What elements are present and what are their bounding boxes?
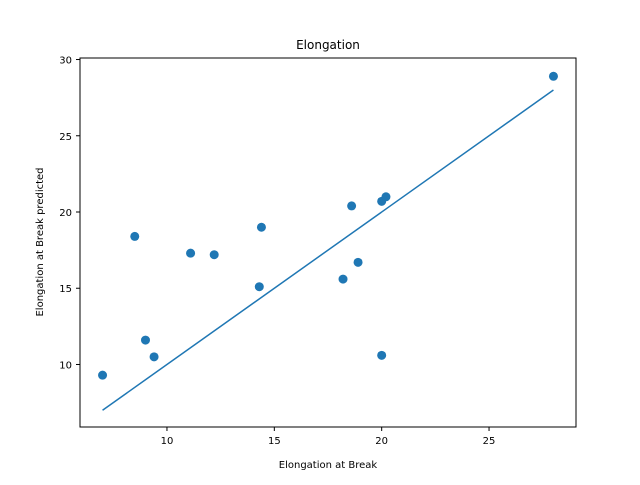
y-tick-label-20: 20 [59, 208, 72, 219]
data-point-8 [256, 222, 266, 232]
x-tick-label-25: 25 [483, 436, 496, 447]
data-point-11 [353, 257, 363, 267]
data-point-1 [98, 370, 108, 380]
chart-title: Elongation [296, 38, 360, 52]
data-point-9 [338, 274, 348, 284]
axis-ticks: 10 15 20 25 10 15 20 25 30 [59, 56, 495, 447]
x-tick-label-15: 15 [268, 436, 281, 447]
data-point-7 [254, 282, 264, 292]
y-tick-label-10: 10 [59, 360, 72, 371]
data-point-6 [209, 250, 219, 260]
data-point-12 [377, 350, 387, 360]
x-tick-label-20: 20 [375, 436, 388, 447]
data-point-14 [381, 192, 391, 202]
axes-frame [79, 57, 577, 428]
plot-area [98, 71, 558, 411]
data-point-4 [149, 352, 159, 362]
x-tick-label-10: 10 [161, 436, 174, 447]
y-tick-label-25: 25 [59, 132, 72, 143]
data-point-3 [140, 335, 150, 345]
y-tick-label-30: 30 [59, 56, 72, 67]
x-axis-label: Elongation at Break [279, 460, 378, 471]
data-point-2 [130, 231, 140, 241]
y-tick-label-15: 15 [59, 284, 72, 295]
data-point-15 [548, 71, 558, 81]
series-line-1 [102, 89, 554, 411]
data-point-10 [347, 201, 357, 211]
y-axis-label: Elongation at Break predicted [35, 167, 46, 316]
data-point-5 [186, 248, 196, 258]
